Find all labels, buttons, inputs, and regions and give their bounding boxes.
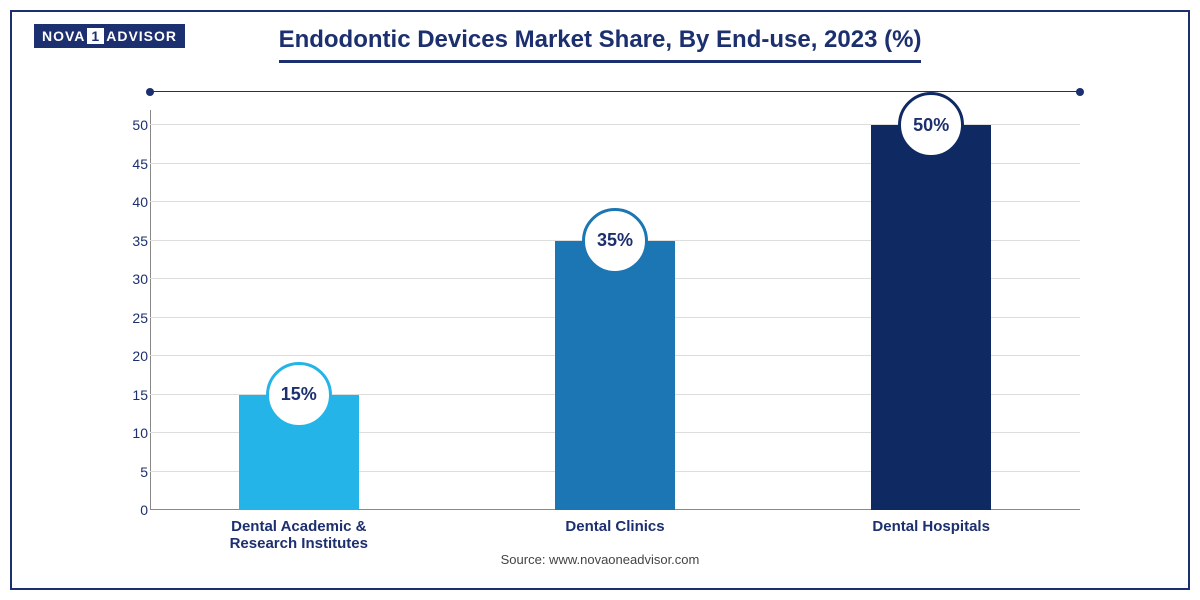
y-tick: 15 <box>108 387 148 403</box>
source-text: Source: www.novaoneadvisor.com <box>30 552 1170 567</box>
chart-area: 0510152025303540455015%Dental Academic &… <box>150 110 1080 510</box>
value-bubble: 50% <box>898 92 964 158</box>
logo-left: NOVA <box>42 28 85 44</box>
y-tick: 20 <box>108 348 148 364</box>
logo-mid: 1 <box>87 28 104 44</box>
logo: NOVA1ADVISOR <box>34 24 185 48</box>
y-tick: 0 <box>108 502 148 518</box>
decor-line <box>150 91 1080 92</box>
category-label: Dental Hospitals <box>831 518 1031 535</box>
title-wrap: Endodontic Devices Market Share, By End-… <box>30 26 1170 63</box>
category-label: Dental Clinics <box>515 518 715 535</box>
y-tick: 5 <box>108 464 148 480</box>
y-tick: 45 <box>108 156 148 172</box>
y-tick: 30 <box>108 271 148 287</box>
category-label: Dental Academic & Research Institutes <box>199 518 399 552</box>
logo-right: ADVISOR <box>106 28 177 44</box>
chart-frame: NOVA1ADVISOR Endodontic Devices Market S… <box>10 10 1190 590</box>
plot-area: 0510152025303540455015%Dental Academic &… <box>150 110 1080 510</box>
value-bubble: 35% <box>582 208 648 274</box>
y-tick: 40 <box>108 194 148 210</box>
y-tick: 25 <box>108 310 148 326</box>
chart-title: Endodontic Devices Market Share, By End-… <box>279 26 922 63</box>
y-tick: 35 <box>108 233 148 249</box>
bar-0: 15%Dental Academic & Research Institutes <box>239 395 359 510</box>
value-bubble: 15% <box>266 362 332 428</box>
bar-2: 50%Dental Hospitals <box>871 125 991 510</box>
y-tick: 10 <box>108 425 148 441</box>
bar-1: 35%Dental Clinics <box>555 241 675 510</box>
y-tick: 50 <box>108 117 148 133</box>
